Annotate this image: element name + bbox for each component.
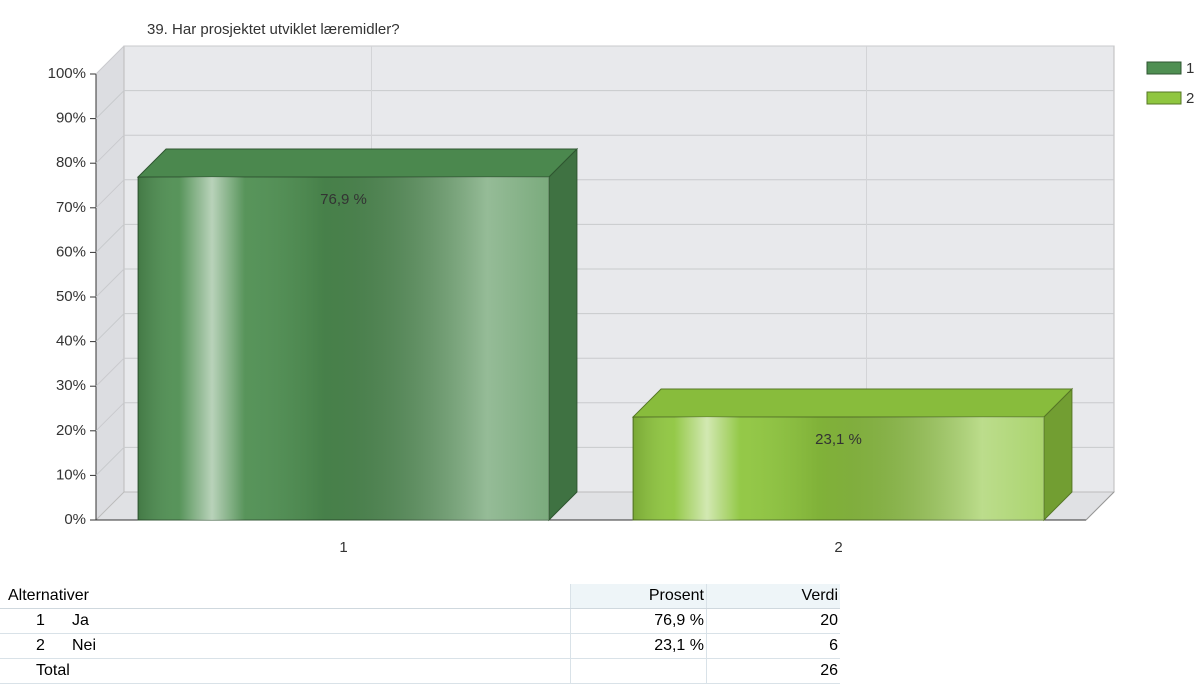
row: Total 26 <box>0 658 840 684</box>
y-tick-label: 50% <box>56 288 86 305</box>
legend-swatch <box>1146 61 1182 75</box>
cell: Nei <box>70 633 571 659</box>
value-label: 23,1 % <box>815 431 862 448</box>
bar-side <box>548 147 578 522</box>
x-tick-label: 2 <box>834 539 842 556</box>
y-tick-label: 90% <box>56 110 86 127</box>
row: 2 Nei 23,1 % 6 <box>0 633 840 659</box>
header: Alternativer <box>0 584 571 609</box>
row: 1 Ja 76,9 % 20 <box>0 608 840 634</box>
legend-label: 1 <box>1186 60 1194 77</box>
cell: 20 <box>706 608 840 634</box>
y-tick-label: 100% <box>48 65 86 82</box>
grid-line <box>95 134 125 164</box>
x-tick-label: 1 <box>339 539 347 556</box>
value-label: 76,9 % <box>320 191 367 208</box>
header-row: Alternativer Prosent Verdi <box>0 584 840 609</box>
y-tick-label: 10% <box>56 466 86 483</box>
grid-line <box>95 179 125 209</box>
legend-swatch <box>1146 91 1182 105</box>
bar-top <box>631 388 1074 418</box>
cell: 2 <box>0 633 70 659</box>
bar-top <box>136 148 579 178</box>
bar-shine <box>633 416 1044 520</box>
grid-line <box>95 357 125 387</box>
floor-edge <box>1085 491 1115 521</box>
cell: 76,9 % <box>570 608 707 634</box>
legend-label: 2 <box>1186 90 1194 107</box>
y-tick-label: 60% <box>56 243 86 260</box>
grid-line <box>95 313 125 342</box>
cell: Total <box>0 658 571 684</box>
cell <box>570 658 707 684</box>
cell: 6 <box>706 633 840 659</box>
cell: 23,1 % <box>570 633 707 659</box>
header: Verdi <box>706 584 840 609</box>
bar-shine <box>138 177 549 520</box>
grid-line <box>95 268 125 298</box>
grid-line <box>95 90 125 119</box>
grid-line <box>95 402 125 432</box>
results-table: Alternativer Prosent Verdi 1 Ja 76,9 % 2… <box>0 584 840 684</box>
header: Prosent <box>570 584 707 609</box>
y-tick-label: 80% <box>56 154 86 171</box>
y-tick-label: 30% <box>56 377 86 394</box>
grid-line <box>95 447 125 476</box>
cell: 26 <box>706 658 840 684</box>
y-tick-label: 70% <box>56 199 86 216</box>
y-tick-label: 0% <box>64 511 86 528</box>
y-tick-label: 40% <box>56 333 86 350</box>
cell: Ja <box>70 608 571 634</box>
grid-line <box>95 45 125 75</box>
cell: 1 <box>0 608 70 634</box>
chart: 39. Har prosjektet utviklet læremidler? … <box>48 21 1195 556</box>
chart-title: 39. Har prosjektet utviklet læremidler? <box>147 21 400 38</box>
y-tick-label: 20% <box>56 422 86 439</box>
grid-line <box>95 224 125 253</box>
